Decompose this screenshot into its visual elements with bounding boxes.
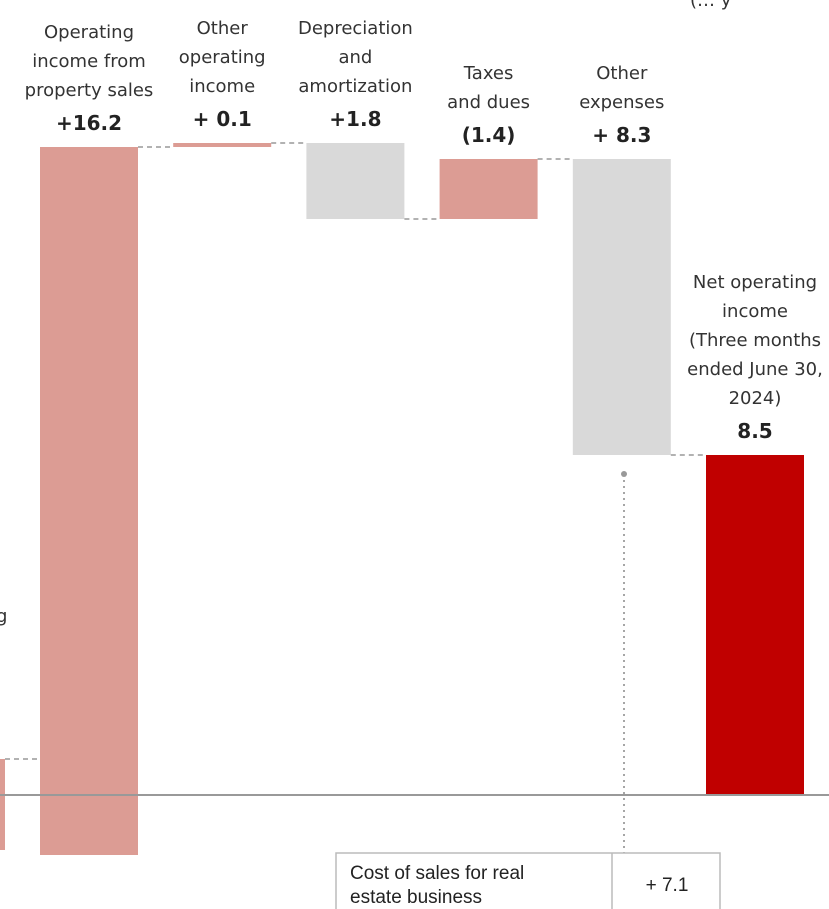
category-label-3-line-1: Depreciation: [298, 18, 413, 39]
category-label-2-line-2: operating: [179, 47, 266, 68]
category-label-2-line-1: Other: [197, 18, 249, 39]
bar-5: [572, 159, 671, 455]
category-label-5-line-1: Other: [596, 63, 648, 84]
partial-left-bar: [0, 759, 5, 850]
bar-4: [439, 159, 538, 219]
category-label-1-line-2: income from: [32, 51, 146, 72]
bar-2: [173, 143, 272, 147]
note-frame: [335, 852, 721, 909]
category-label-6-line-1: Net operating: [693, 272, 817, 293]
category-label-6-line-5: 2024): [729, 388, 782, 409]
note-anchor-dot: [621, 471, 627, 477]
value-label-4: (1.4): [462, 123, 516, 147]
note-label-line-2: estate business: [350, 887, 482, 908]
category-label-6-line-2: income: [722, 301, 788, 322]
category-label-3-line-2: and: [338, 47, 372, 68]
value-label-2: + 0.1: [193, 107, 252, 131]
category-label-1-line-3: property sales: [25, 80, 154, 101]
partial-left-label: g: [0, 606, 7, 627]
category-label-2-line-3: income: [189, 76, 255, 97]
category-label-3-line-3: amortization: [298, 76, 412, 97]
bar-3: [306, 143, 405, 219]
top-right-fragment: (… y: [690, 0, 732, 11]
note-value: + 7.1: [646, 875, 689, 896]
value-label-3: +1.8: [329, 107, 381, 131]
category-label-6-line-3: (Three months: [689, 330, 821, 351]
category-label-4-line-1: Taxes: [463, 63, 514, 84]
value-label-5: + 8.3: [592, 123, 651, 147]
note-label-line-1: Cost of sales for real: [350, 863, 524, 884]
value-label-1: +16.2: [56, 111, 122, 135]
bar-1: [40, 147, 138, 855]
bars-layer: [0, 143, 804, 855]
category-label-1-line-1: Operating: [44, 22, 134, 43]
category-label-4-line-2: and dues: [447, 92, 530, 113]
value-label-6: 8.5: [737, 419, 772, 443]
labels-layer: +16.2 Operating income from property sales +…: [25, 18, 823, 443]
bar-6: [706, 455, 804, 795]
note-box: Cost of sales for real estate business +…: [335, 852, 721, 909]
category-label-5-line-2: expenses: [579, 92, 664, 113]
connectors-layer: [5, 142, 706, 760]
category-label-6-line-4: ended June 30,: [687, 359, 823, 380]
